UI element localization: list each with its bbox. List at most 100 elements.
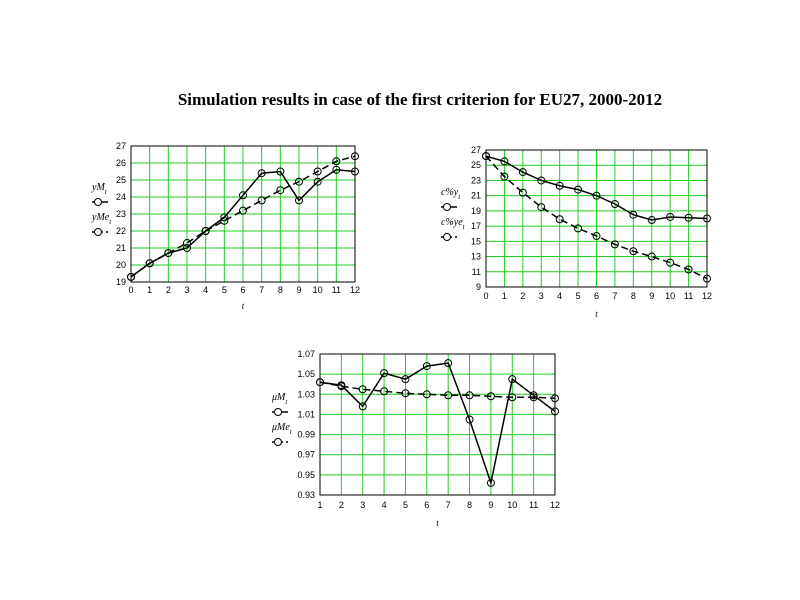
x-tick-label: 6 bbox=[594, 291, 599, 301]
legend-label: μMt bbox=[271, 392, 288, 406]
data-point-marker bbox=[183, 244, 191, 252]
y-tick-label: 21 bbox=[116, 243, 126, 253]
legend-swatch-marker bbox=[274, 438, 282, 446]
data-point-marker bbox=[239, 206, 247, 215]
data-point-marker bbox=[257, 196, 266, 205]
data-point-marker bbox=[164, 249, 173, 258]
y-tick-label: 13 bbox=[471, 252, 481, 262]
y-tick-label: 15 bbox=[471, 236, 481, 246]
x-axis-label: t bbox=[595, 309, 598, 319]
legend-swatch-marker bbox=[443, 203, 451, 211]
x-tick-label: 4 bbox=[203, 285, 208, 295]
x-axis-label: t bbox=[242, 301, 245, 311]
data-point-marker bbox=[537, 176, 546, 185]
x-tick-label: 3 bbox=[539, 291, 544, 301]
data-point-marker bbox=[313, 177, 322, 186]
series-line-0 bbox=[319, 362, 556, 486]
y-tick-label: 23 bbox=[116, 209, 126, 219]
legend-swatch-marker bbox=[443, 233, 451, 241]
data-point-marker bbox=[555, 181, 564, 190]
x-tick-label: 11 bbox=[332, 285, 341, 295]
data-point-marker bbox=[551, 407, 559, 416]
x-tick-label: 12 bbox=[350, 285, 360, 295]
data-point-marker bbox=[239, 191, 247, 200]
y-tick-label: 25 bbox=[116, 175, 126, 185]
x-tick-label: 12 bbox=[550, 500, 560, 510]
data-point-marker bbox=[422, 390, 431, 399]
x-tick-label: 3 bbox=[184, 285, 189, 295]
x-tick-label: 10 bbox=[507, 500, 517, 510]
data-point-marker bbox=[313, 167, 322, 176]
y-tick-label: 0.99 bbox=[297, 430, 315, 440]
data-point-marker bbox=[684, 213, 693, 222]
data-point-marker bbox=[486, 478, 495, 487]
legend-label: yMt bbox=[91, 182, 108, 196]
series-line-1 bbox=[485, 155, 708, 280]
x-tick-label: 12 bbox=[702, 291, 712, 301]
plot-frame bbox=[319, 353, 556, 496]
data-point-marker bbox=[358, 385, 367, 394]
y-tick-label: 24 bbox=[116, 192, 126, 202]
y-tick-label: 26 bbox=[116, 158, 126, 168]
x-tick-label: 8 bbox=[631, 291, 636, 301]
y-tick-label: 20 bbox=[116, 260, 126, 270]
data-point-marker bbox=[332, 165, 341, 174]
data-point-marker bbox=[183, 238, 191, 247]
data-point-marker bbox=[295, 196, 303, 205]
x-tick-label: 11 bbox=[684, 291, 693, 301]
data-point-marker bbox=[401, 389, 410, 398]
data-point-marker bbox=[529, 393, 538, 402]
data-point-marker bbox=[145, 259, 154, 268]
legend-swatch-marker bbox=[94, 198, 102, 206]
legend-swatch-marker bbox=[94, 228, 102, 236]
x-tick-label: 7 bbox=[612, 291, 617, 301]
y-tick-label: 9 bbox=[476, 282, 481, 292]
legend-label: yMet bbox=[91, 212, 112, 226]
x-tick-label: 6 bbox=[424, 500, 429, 510]
y-tick-label: 22 bbox=[116, 226, 126, 236]
x-tick-label: 7 bbox=[446, 500, 451, 510]
data-point-marker bbox=[127, 272, 135, 281]
data-point-marker bbox=[703, 214, 711, 223]
data-point-marker bbox=[518, 188, 527, 197]
data-point-marker bbox=[647, 252, 656, 261]
x-tick-label: 0 bbox=[128, 285, 133, 295]
x-tick-label: 8 bbox=[467, 500, 472, 510]
data-point-marker bbox=[465, 391, 474, 400]
data-point-marker bbox=[316, 378, 324, 387]
x-tick-label: 6 bbox=[240, 285, 245, 295]
y-tick-label: 1.03 bbox=[297, 389, 315, 399]
y-tick-label: 0.95 bbox=[297, 470, 315, 480]
plot-frame bbox=[130, 145, 356, 283]
data-point-marker bbox=[465, 415, 474, 424]
y-tick-label: 19 bbox=[471, 206, 481, 216]
y-tick-label: 0.97 bbox=[297, 450, 315, 460]
data-point-marker bbox=[508, 393, 517, 402]
x-tick-label: 2 bbox=[339, 500, 344, 510]
legend-label: μMet bbox=[271, 422, 293, 436]
data-point-marker bbox=[574, 224, 583, 233]
data-point-marker bbox=[551, 394, 559, 403]
data-point-marker bbox=[401, 375, 410, 384]
plot-area bbox=[320, 354, 555, 495]
data-point-marker bbox=[276, 167, 285, 176]
y-tick-label: 0.93 bbox=[297, 490, 315, 500]
x-tick-label: 1 bbox=[502, 291, 507, 301]
y-tick-label: 11 bbox=[472, 267, 481, 277]
data-point-marker bbox=[337, 382, 346, 391]
data-point-marker bbox=[647, 216, 656, 225]
data-point-marker bbox=[592, 232, 601, 241]
x-tick-label: 3 bbox=[360, 500, 365, 510]
chart-yM: 0 1 2 3 4 5 6 7 8 9 10 11 12192021222324252627tyMtyM… bbox=[91, 141, 360, 311]
x-tick-label: 4 bbox=[382, 500, 387, 510]
chart-cy: 0 1 2 3 4 5 6 7 8 9 10 11 129111315171921232527tc%yt… bbox=[441, 145, 712, 319]
data-point-marker bbox=[220, 216, 229, 225]
data-point-marker bbox=[380, 387, 389, 396]
data-point-marker bbox=[380, 369, 389, 378]
y-tick-label: 1.05 bbox=[297, 369, 315, 379]
y-tick-label: 25 bbox=[471, 160, 481, 170]
data-point-marker bbox=[257, 169, 266, 178]
x-tick-label: 5 bbox=[222, 285, 227, 295]
data-point-marker bbox=[351, 152, 359, 161]
legend-swatch-marker bbox=[274, 408, 282, 416]
